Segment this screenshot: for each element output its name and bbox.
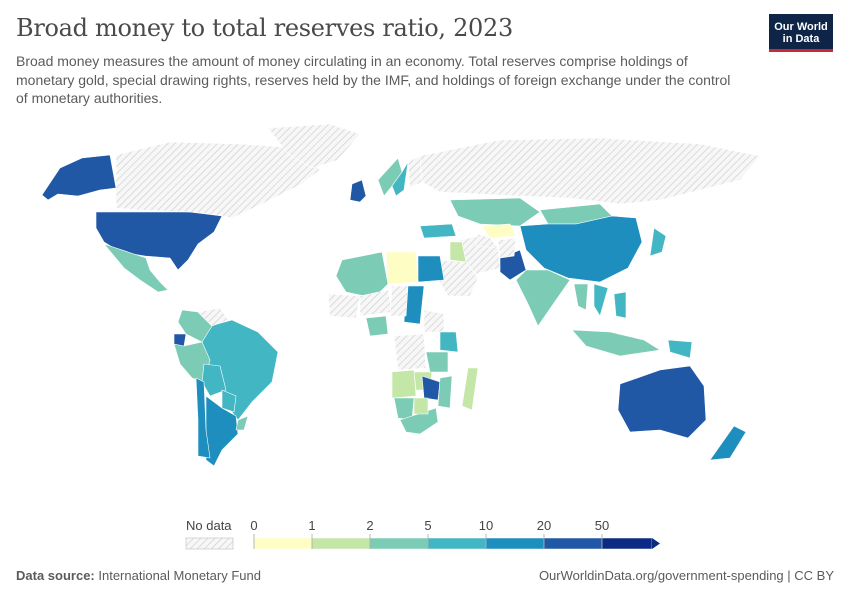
country-greenland[interactable]	[267, 123, 361, 169]
country-tanzania[interactable]	[425, 351, 449, 373]
legend-tick-label-1: 1	[308, 518, 315, 533]
country-australia[interactable]	[617, 365, 707, 439]
legend-tick-label-6: 50	[595, 518, 609, 533]
country-ecuador[interactable]	[173, 333, 187, 347]
legend-bin-5[interactable]	[543, 537, 603, 550]
country-afghanistan[interactable]	[497, 237, 517, 259]
country-algeria[interactable]	[335, 251, 389, 299]
country-china[interactable]	[519, 215, 643, 283]
chart-title: Broad money to total reserves ratio, 202…	[16, 14, 513, 42]
country-dr-congo[interactable]	[393, 333, 427, 371]
country-india[interactable]	[515, 269, 571, 327]
country-botswana[interactable]	[413, 397, 429, 415]
country-ethiopia[interactable]	[423, 309, 445, 333]
country-thailand[interactable]	[573, 283, 589, 311]
country-iraq[interactable]	[449, 241, 467, 263]
country-vietnam[interactable]	[593, 283, 609, 317]
legend-tick-label-5: 20	[537, 518, 551, 533]
logo-line-1: Our World	[774, 21, 828, 33]
country-nigeria[interactable]	[365, 315, 389, 337]
legend-open-end-arrow	[652, 538, 660, 549]
legend-bin-2[interactable]	[369, 537, 429, 550]
legend-tick-label-2: 2	[366, 518, 373, 533]
data-source-value[interactable]: International Monetary Fund	[98, 568, 261, 583]
data-source-label: Data source:	[16, 568, 95, 583]
country-russia[interactable]	[419, 137, 761, 205]
world-map	[41, 123, 761, 467]
country-egypt[interactable]	[417, 255, 445, 283]
legend-bin-6[interactable]	[601, 537, 653, 550]
country-papua-new-guinea[interactable]	[667, 339, 693, 359]
country-angola[interactable]	[391, 369, 417, 399]
legend-bin-4[interactable]	[485, 537, 545, 550]
legend-tick-label-0: 0	[250, 518, 257, 533]
logo-line-2: in Data	[782, 33, 820, 45]
footer-url[interactable]: OurWorldinData.org/government-spending |…	[538, 568, 834, 583]
legend-bin-0[interactable]	[253, 537, 313, 550]
country-mozambique[interactable]	[437, 375, 453, 409]
data-source: Data source: International Monetary Fund	[16, 568, 261, 583]
map-legend: No data 0 1 2 5 10 20 50	[185, 518, 660, 550]
country-indonesia[interactable]	[571, 329, 661, 357]
country-alaska-united-states[interactable]	[41, 154, 117, 201]
country-finland[interactable]	[407, 155, 423, 189]
country-libya[interactable]	[385, 251, 419, 285]
country-mexico[interactable]	[103, 243, 169, 293]
country-turkmenistan[interactable]	[475, 233, 499, 249]
country-uruguay[interactable]	[235, 415, 249, 431]
country-zimbabwe[interactable]	[421, 375, 441, 401]
country-madagascar[interactable]	[461, 367, 479, 411]
country-pakistan[interactable]	[499, 249, 527, 281]
country-uzbekistan[interactable]	[481, 223, 517, 239]
country-sweden[interactable]	[391, 161, 409, 197]
country-bolivia[interactable]	[201, 363, 227, 397]
country-japan[interactable]	[649, 227, 667, 257]
country-turkey[interactable]	[419, 223, 457, 239]
legend-tick-label-4: 10	[479, 518, 493, 533]
country-philippines[interactable]	[613, 291, 627, 319]
country-chile[interactable]	[195, 377, 211, 459]
country-mali[interactable]	[327, 293, 361, 319]
legend-tick-label-3: 5	[424, 518, 431, 533]
legend-bin-3[interactable]	[427, 537, 487, 550]
country-new-zealand[interactable]	[709, 425, 747, 461]
country-kenya[interactable]	[439, 331, 459, 353]
country-kazakhstan[interactable]	[449, 197, 541, 227]
country-south-africa[interactable]	[399, 407, 439, 435]
country-venezuela[interactable]	[197, 307, 229, 327]
legend-bin-1[interactable]	[311, 537, 371, 550]
chart-subtitle: Broad money measures the amount of money…	[16, 53, 731, 106]
owid-logo[interactable]: Our World in Data	[769, 14, 833, 52]
country-paraguay[interactable]	[221, 389, 237, 413]
country-united-kingdom[interactable]	[349, 179, 367, 203]
legend-no-data-swatch[interactable]	[185, 537, 234, 550]
country-canada[interactable]	[115, 141, 321, 219]
legend-no-data-label: No data	[186, 518, 232, 533]
country-chad[interactable]	[389, 285, 409, 317]
country-united-states[interactable]	[95, 211, 223, 271]
